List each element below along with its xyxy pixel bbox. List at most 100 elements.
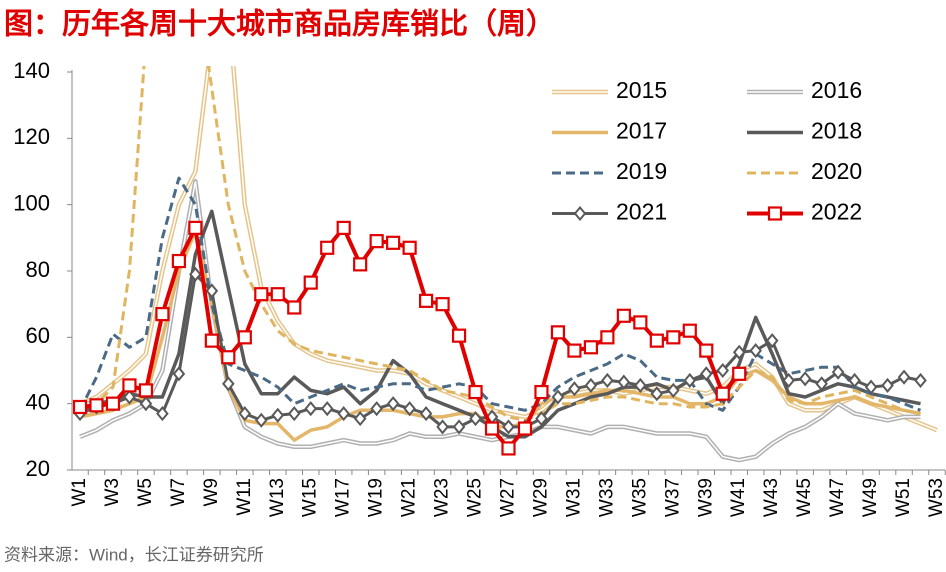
marker [303, 275, 318, 290]
marker [484, 421, 500, 436]
marker [188, 220, 203, 235]
y-tick-label: 60 [26, 323, 50, 348]
marker [452, 419, 466, 435]
marker [600, 330, 615, 345]
y-tick-label: 120 [13, 124, 50, 149]
x-tick-label: W41 [728, 478, 749, 517]
marker [616, 308, 631, 323]
marker [237, 330, 252, 345]
marker [171, 253, 186, 269]
marker [353, 257, 368, 272]
marker [633, 315, 648, 330]
marker [254, 287, 269, 302]
marker [683, 372, 697, 389]
marker [370, 401, 383, 417]
x-tick-label: W19 [366, 478, 387, 517]
marker [156, 406, 169, 422]
x-tick-label: W5 [135, 478, 156, 507]
marker [386, 396, 400, 412]
x-tick-label: W37 [662, 478, 683, 517]
marker [649, 333, 664, 348]
x-tick-label: W43 [761, 478, 782, 517]
series-line-core [79, 66, 938, 431]
x-tick-label: W29 [530, 478, 551, 517]
x-tick-label: W3 [102, 478, 123, 507]
x-tick-label: W13 [267, 478, 288, 517]
marker [767, 206, 783, 221]
marker [89, 398, 104, 413]
marker [403, 401, 416, 417]
x-tick-label: W11 [234, 478, 255, 516]
marker [254, 412, 268, 428]
marker [550, 325, 566, 340]
marker [699, 343, 714, 358]
marker [517, 421, 533, 436]
x-tick-label: W7 [168, 478, 189, 507]
marker [336, 220, 351, 235]
marker [601, 372, 614, 389]
series-line [79, 66, 921, 422]
x-tick-label: W49 [860, 478, 881, 517]
y-tick-label: 80 [26, 257, 50, 282]
x-tick-label: W35 [629, 478, 650, 517]
series-line [79, 209, 921, 439]
marker [436, 419, 449, 435]
x-tick-label: W45 [794, 478, 815, 517]
legend-label: 2021 [616, 199, 667, 225]
x-tick-label: W15 [300, 478, 321, 517]
marker [419, 406, 433, 422]
marker [451, 328, 467, 343]
marker [864, 379, 878, 395]
series-line [79, 272, 921, 429]
marker [573, 205, 587, 222]
marker [666, 330, 681, 345]
marker [650, 386, 664, 402]
marker [418, 293, 434, 308]
marker [155, 307, 170, 322]
marker [749, 343, 763, 359]
marker [205, 283, 219, 299]
x-tick-label: W33 [596, 478, 617, 517]
marker [72, 399, 88, 415]
x-tick-label: W39 [695, 478, 716, 517]
marker [320, 401, 334, 417]
marker [238, 406, 252, 422]
marker [534, 384, 549, 400]
marker [782, 372, 795, 389]
x-tick-label: W25 [465, 478, 486, 517]
marker [568, 381, 581, 397]
marker [798, 371, 812, 387]
x-tick-label: W23 [432, 478, 453, 517]
y-tick-label: 100 [13, 190, 50, 215]
marker [716, 362, 730, 379]
marker [848, 372, 861, 389]
y-tick-label: 140 [13, 58, 50, 83]
marker [287, 406, 301, 422]
marker [732, 344, 746, 360]
marker [139, 396, 153, 412]
marker [831, 364, 845, 380]
marker [617, 374, 631, 390]
marker [468, 384, 483, 400]
x-tick-label: W27 [498, 478, 519, 517]
marker [469, 411, 482, 427]
y-tick-label: 20 [26, 456, 50, 481]
legend-label: 2018 [811, 118, 862, 144]
marker [402, 240, 417, 255]
legend-label: 2019 [616, 158, 667, 184]
legend-label: 2017 [616, 118, 667, 144]
chart-title: 图：历年各周十大城市商品房库销比（周） [4, 7, 555, 41]
marker [386, 235, 401, 250]
marker [502, 419, 515, 435]
plot-area [72, 66, 938, 463]
marker [304, 401, 318, 417]
x-tick-label: W21 [399, 478, 420, 517]
marker [287, 300, 302, 315]
legend-label: 2022 [811, 199, 862, 225]
marker [270, 287, 285, 302]
legend-label: 2020 [811, 158, 862, 184]
marker [123, 389, 136, 405]
marker [172, 366, 186, 382]
marker [138, 383, 154, 398]
marker [337, 406, 350, 422]
